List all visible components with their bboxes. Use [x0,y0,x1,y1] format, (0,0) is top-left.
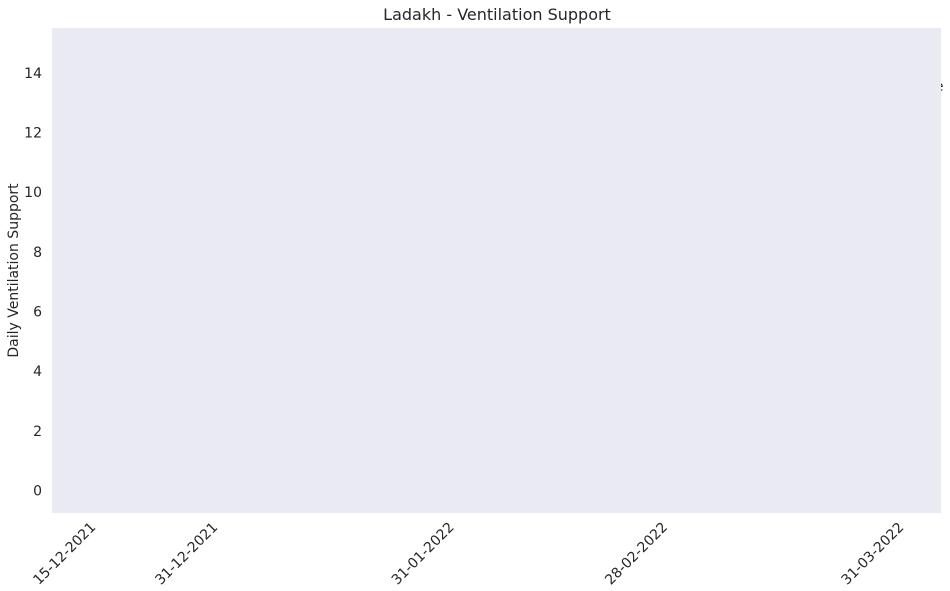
x-tick-label: 31-03-2022 [839,520,908,589]
y-tick-label: 8 [33,245,42,261]
plot-background [52,28,941,513]
y-tick-label: 4 [33,364,42,380]
chart-title: Ladakh - Ventilation Support [383,5,611,24]
x-tick-label: 31-01-2022 [389,520,458,589]
y-tick-label: 12 [24,125,42,141]
x-tick-label: 15-12-2021 [30,520,99,589]
y-tick-label: 10 [24,185,42,201]
y-axis-ticks: 0 2 4 6 8 10 12 14 [24,66,42,500]
y-tick-label: 6 [33,305,42,321]
y-tick-label: 0 [33,484,42,500]
x-axis-ticks: 15-12-2021 31-12-2021 31-01-2022 28-02-2022… [30,520,907,589]
y-tick-label: 2 [33,424,42,440]
x-tick-label: 28-02-2022 [602,520,671,589]
y-tick-label: 14 [24,66,42,82]
x-tick-label: 31-12-2021 [152,520,221,589]
y-axis-label: Daily Ventilation Support [6,183,22,358]
